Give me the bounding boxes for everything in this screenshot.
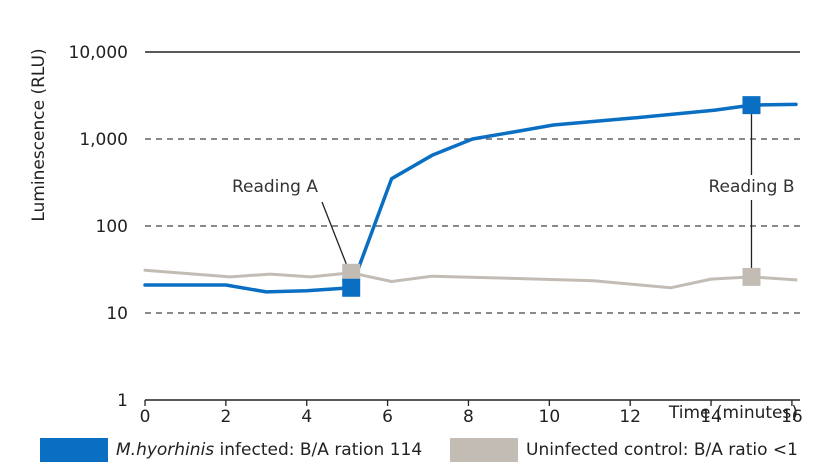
y-tick-label: 1: [117, 391, 128, 411]
x-tick-label: 4: [301, 407, 312, 427]
legend-label-infected: M.hyorhinis infected: B/A ration 114: [116, 440, 423, 460]
reading-b-infected-marker: [742, 96, 761, 115]
legend-swatch-infected: [40, 438, 108, 462]
y-tick-label: 10,000: [69, 43, 128, 63]
x-tick-label: 16: [781, 407, 803, 427]
x-tick-label: 12: [619, 407, 641, 427]
chart: 1 10 100 1,000 10,000 0 2 4 6 8 10 12 14 16 Reading A…: [29, 43, 803, 427]
axes: 1 10 100 1,000 10,000 0 2 4 6 8 10 12 14 16: [69, 43, 803, 427]
legend-label-control: Uninfected control: B/A ratio <1: [526, 440, 798, 460]
reading-a-infected-marker: [342, 278, 361, 297]
x-tick-label: 0: [140, 407, 151, 427]
reading-a-label: Reading A: [232, 177, 318, 197]
x-tick-label: 10: [539, 407, 561, 427]
y-tick-label: 1,000: [79, 130, 128, 150]
x-tick-label: 2: [220, 407, 231, 427]
x-axis-title: Time (minutes): [668, 403, 798, 423]
x-tick-label: 6: [382, 407, 393, 427]
series-line-infected: [143, 102, 798, 294]
reading-a-leader: [321, 201, 347, 265]
x-tick-label: 14: [700, 407, 722, 427]
annotations: Reading A Reading B: [232, 114, 795, 268]
x-tick-label: 8: [463, 407, 474, 427]
reading-a-control-marker: [342, 263, 361, 282]
y-tick-label: 100: [96, 217, 128, 237]
reading-b-control-marker: [742, 267, 761, 286]
y-axis-title: Luminescence (RLU): [29, 48, 49, 221]
y-tick-label: 10: [106, 304, 128, 324]
series-line-control: [143, 268, 798, 290]
legend: M.hyorhinis infected: B/A ration 114 Uni…: [0, 432, 834, 468]
series: [143, 96, 798, 297]
legend-item-infected: M.hyorhinis infected: B/A ration 114: [40, 434, 422, 466]
grid: [145, 51, 800, 314]
reading-b-label: Reading B: [708, 177, 794, 197]
legend-swatch-control: [450, 438, 518, 462]
legend-item-control: Uninfected control: B/A ratio <1: [450, 434, 798, 466]
